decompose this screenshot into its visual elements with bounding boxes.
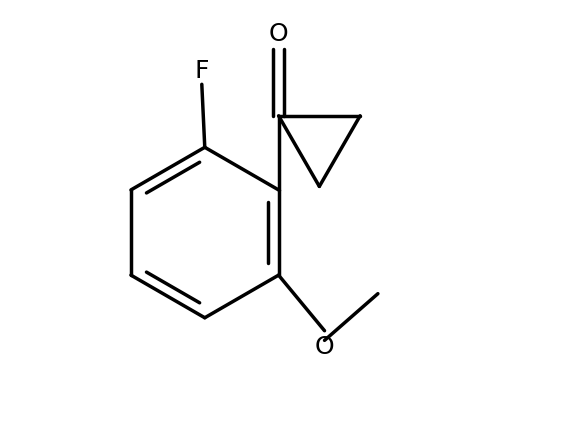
Text: O: O [315,335,334,359]
Text: F: F [194,59,209,83]
Text: O: O [269,22,288,46]
